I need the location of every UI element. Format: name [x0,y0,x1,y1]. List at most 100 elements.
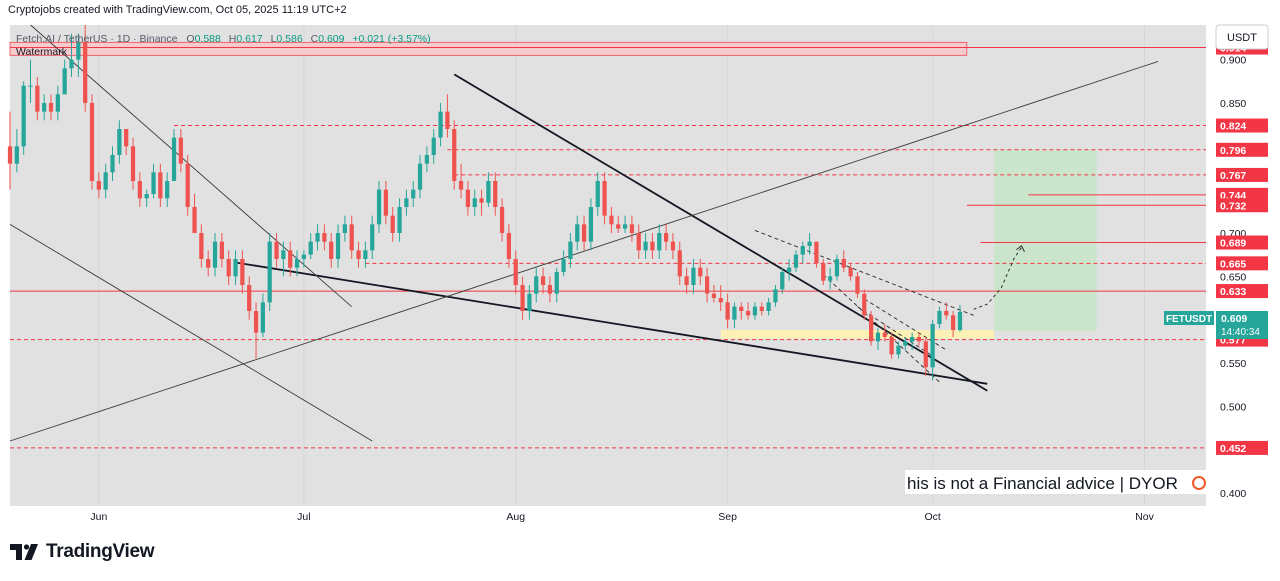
support-zone [720,330,995,339]
candle-body [882,332,887,337]
candle [930,319,935,381]
ohlc-close-value: 0.609 [318,33,344,45]
candle [349,215,354,259]
candle-body [356,250,361,259]
bar-countdown: 14:40:34 [1221,327,1260,338]
candle-body [663,233,669,242]
candle [752,302,758,320]
candle [356,241,361,268]
candle-body [786,267,792,272]
candle-body [595,181,600,207]
candle-body [821,263,826,281]
candle [575,215,580,251]
candle [889,332,894,359]
candle [390,207,395,242]
candle-body [903,341,908,346]
level-label-badge [1216,142,1268,157]
candle-body [103,172,108,190]
candle-body [520,285,525,311]
time-axis[interactable] [10,506,1268,528]
candle-body [910,337,915,342]
candle-body [479,198,484,203]
candle-body [814,241,819,264]
candle [848,263,853,281]
candle [274,233,279,268]
ohlc-close-key: C [311,33,319,45]
candle [103,163,108,199]
candle [158,163,163,207]
candle [841,250,846,272]
ticker-price-label[interactable]: FETUSDT 0.609 14:40:34 [1164,311,1268,339]
candle [520,276,525,320]
candle-body [417,163,423,190]
disclaimer-banner: his is not a Financial advice | DYOR [905,470,1207,494]
ohlc-open-value: 0.588 [195,33,221,45]
currency-button[interactable]: USDT [1215,24,1269,50]
candle-body [212,241,218,268]
level-label-badge [1216,284,1268,299]
candle-body [226,259,231,277]
candle [663,224,669,251]
candle-body [383,189,389,216]
candle [383,181,389,225]
candle [458,163,464,199]
candle-body [513,259,518,285]
candle [581,215,587,251]
candle-body [609,215,614,225]
candle [547,276,553,303]
candle [89,94,95,190]
candle-body [35,85,40,112]
candle [629,215,635,242]
candle-body [253,311,259,333]
symbol-legend[interactable]: Fetch.AI / TetherUS · 1D · Binance O0.58… [16,33,431,58]
candlesticks [7,25,963,381]
candle-body [472,198,477,207]
tradingview-logo-icon [10,544,38,560]
candle [438,103,443,147]
candle-body [144,194,149,199]
candle-body [862,293,867,316]
candle [219,233,224,268]
candle [124,129,129,155]
candle-body [322,233,327,242]
candle-body [130,146,136,181]
candle-body [458,181,464,190]
candle [910,332,915,350]
ohlc-low-value: 0.586 [276,33,302,45]
candle [780,267,785,294]
candle-body [260,302,265,333]
level-label: 0.689 [1220,238,1246,250]
target-zone [994,149,1097,331]
candle-body [499,207,505,233]
candle [554,267,559,303]
candle-body [896,345,901,355]
watermark-label: Watermark [16,46,68,58]
candle [643,233,648,259]
candle [233,250,238,285]
candle-body [28,85,33,87]
candle-body [335,233,341,259]
candle [42,94,47,121]
candle [739,302,744,320]
tradingview-brand[interactable]: TradingView [10,541,155,563]
candle [923,337,928,376]
candle-body [329,241,334,259]
candle-body [957,311,963,331]
y-tick-label: 0.550 [1220,358,1246,370]
candle [479,189,484,216]
level-label: 0.732 [1220,200,1246,212]
candle-body [21,85,26,147]
level-label: 0.452 [1220,443,1246,455]
level-label: 0.824 [1220,121,1246,133]
candle [424,146,430,173]
price-change: +0.021 (+3.57%) [352,33,430,45]
candle [465,181,471,216]
candle [609,207,614,233]
candle [315,224,320,251]
candle [506,224,512,268]
candle-body [951,315,956,331]
candle [916,332,922,346]
candle-body [14,146,19,164]
candle [35,77,40,121]
candle [875,328,881,350]
